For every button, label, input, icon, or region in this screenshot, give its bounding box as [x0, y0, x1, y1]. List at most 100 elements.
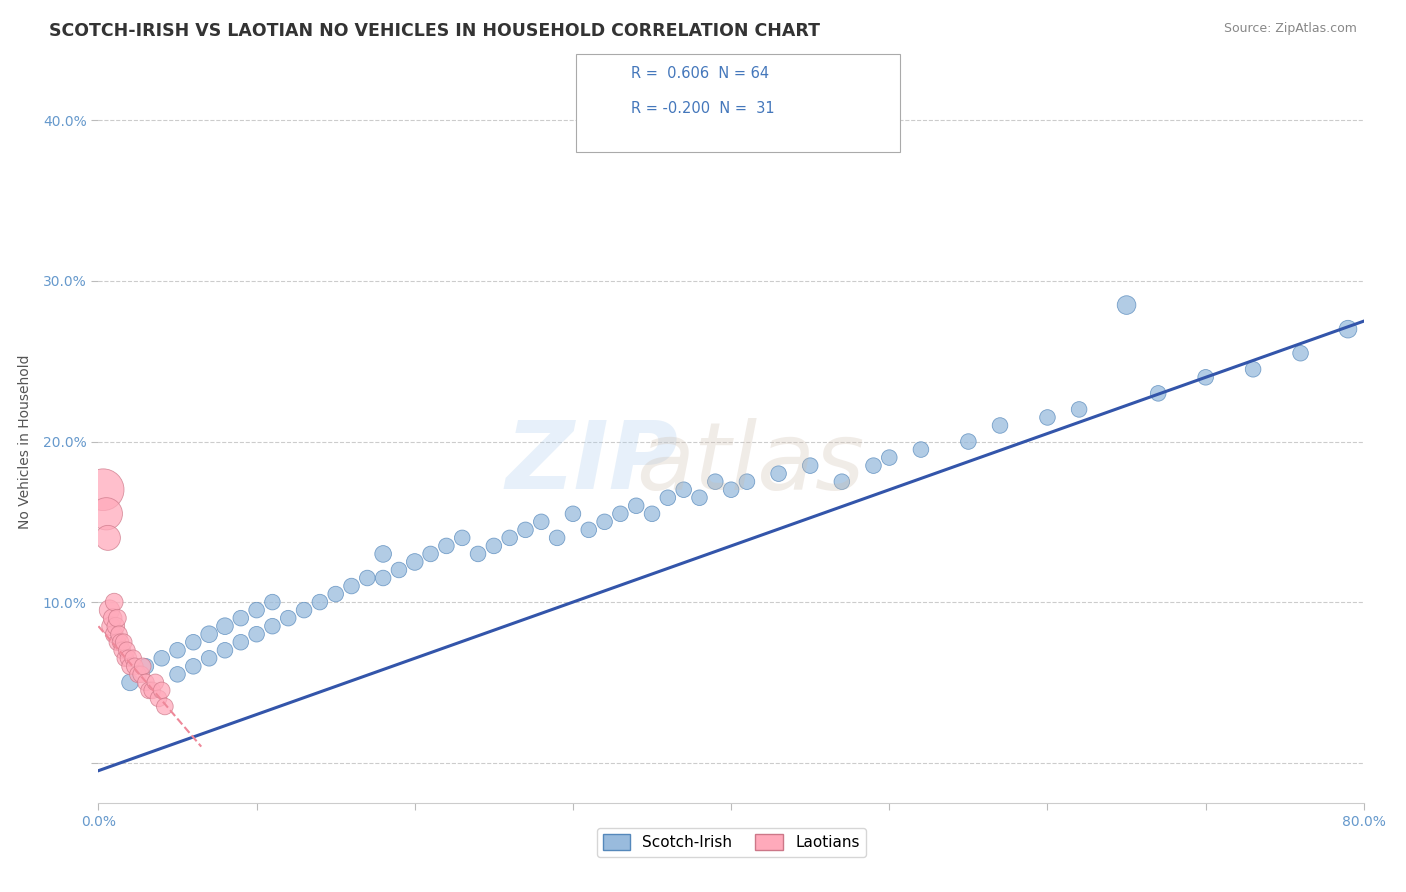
Point: [672, 483, 695, 497]
Point: [530, 515, 553, 529]
Text: R = -0.200  N =  31: R = -0.200 N = 31: [631, 102, 775, 116]
Legend: Scotch-Irish, Laotians: Scotch-Irish, Laotians: [596, 829, 866, 856]
Y-axis label: No Vehicles in Household: No Vehicles in Household: [18, 354, 31, 529]
Point: [100, 619, 122, 633]
Point: [91, 483, 114, 497]
Point: [246, 627, 269, 641]
Point: [262, 619, 284, 633]
Point: [1067, 402, 1090, 417]
Point: [1115, 298, 1137, 312]
Point: [388, 563, 411, 577]
Point: [117, 651, 139, 665]
Point: [688, 491, 710, 505]
Point: [108, 627, 131, 641]
Point: [799, 458, 821, 473]
Point: [862, 458, 884, 473]
Point: [229, 635, 252, 649]
Point: [120, 675, 141, 690]
Point: [561, 507, 585, 521]
Point: [141, 683, 163, 698]
Text: SCOTCH-IRISH VS LAOTIAN NO VEHICLES IN HOUSEHOLD CORRELATION CHART: SCOTCH-IRISH VS LAOTIAN NO VEHICLES IN H…: [49, 22, 820, 40]
Point: [107, 635, 129, 649]
Point: [277, 611, 299, 625]
Text: ZIP: ZIP: [506, 417, 678, 509]
Point: [436, 539, 458, 553]
Point: [104, 619, 127, 633]
Point: [609, 507, 631, 521]
Point: [419, 547, 441, 561]
Point: [1337, 322, 1360, 336]
Point: [145, 675, 166, 690]
Point: [198, 627, 221, 641]
Point: [957, 434, 980, 449]
Point: [115, 643, 138, 657]
Point: [624, 499, 647, 513]
Point: [111, 643, 134, 657]
Point: [515, 523, 537, 537]
Point: [1241, 362, 1264, 376]
Point: [198, 651, 221, 665]
Point: [229, 611, 252, 625]
Point: [97, 531, 120, 545]
Point: [98, 603, 121, 617]
Point: [720, 483, 742, 497]
Point: [166, 643, 188, 657]
Point: [135, 659, 157, 673]
Point: [371, 547, 394, 561]
Point: [498, 531, 520, 545]
Point: [112, 635, 135, 649]
Point: [120, 659, 141, 673]
Point: [1194, 370, 1216, 384]
Point: [451, 531, 474, 545]
Point: [110, 635, 132, 649]
Point: [138, 683, 160, 698]
Point: [150, 683, 173, 698]
Point: [135, 675, 157, 690]
Point: [735, 475, 758, 489]
Point: [214, 619, 236, 633]
Point: [768, 467, 790, 481]
Point: [103, 595, 125, 609]
Point: [988, 418, 1011, 433]
Point: [467, 547, 489, 561]
Point: [114, 651, 136, 665]
Point: [183, 659, 205, 673]
Point: [96, 507, 118, 521]
Point: [103, 627, 125, 641]
Point: [356, 571, 378, 585]
Point: [150, 651, 173, 665]
Point: [340, 579, 363, 593]
Point: [153, 699, 176, 714]
Point: [309, 595, 332, 609]
Point: [292, 603, 315, 617]
Point: [129, 667, 152, 681]
Point: [404, 555, 426, 569]
Point: [578, 523, 600, 537]
Point: [641, 507, 664, 521]
Point: [214, 643, 236, 657]
Point: [482, 539, 505, 553]
Point: [124, 659, 146, 673]
Point: [1036, 410, 1059, 425]
Point: [148, 691, 170, 706]
Point: [910, 442, 932, 457]
Point: [1147, 386, 1170, 401]
Point: [132, 659, 155, 673]
Text: R =  0.606  N = 64: R = 0.606 N = 64: [631, 66, 769, 80]
Point: [127, 667, 149, 681]
Point: [546, 531, 568, 545]
Point: [371, 571, 394, 585]
Point: [831, 475, 853, 489]
Point: [107, 611, 129, 625]
Point: [704, 475, 727, 489]
Text: atlas: atlas: [636, 417, 865, 508]
Point: [122, 651, 145, 665]
Point: [166, 667, 188, 681]
Point: [657, 491, 679, 505]
Text: Source: ZipAtlas.com: Source: ZipAtlas.com: [1223, 22, 1357, 36]
Point: [246, 603, 269, 617]
Point: [1289, 346, 1312, 360]
Point: [877, 450, 900, 465]
Point: [101, 611, 124, 625]
Point: [593, 515, 616, 529]
